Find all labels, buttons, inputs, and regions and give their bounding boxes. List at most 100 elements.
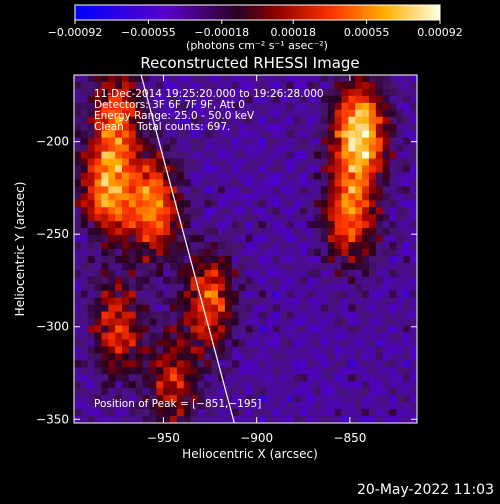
heatmap-cell bbox=[87, 102, 96, 111]
heatmap-cell bbox=[300, 158, 308, 167]
heatmap-cell bbox=[355, 346, 363, 354]
heatmap-cell bbox=[183, 325, 192, 334]
heatmap-cell bbox=[142, 249, 151, 257]
heatmap-cell bbox=[170, 360, 178, 368]
heatmap-cell bbox=[320, 249, 329, 257]
heatmap-cell bbox=[266, 172, 274, 180]
heatmap-cell bbox=[403, 151, 411, 160]
heatmap-cell bbox=[300, 332, 308, 341]
heatmap-cell bbox=[176, 123, 185, 132]
heatmap-cell bbox=[307, 235, 315, 243]
heatmap-cell bbox=[74, 388, 82, 396]
heatmap-cell bbox=[197, 235, 205, 243]
heatmap-cell bbox=[245, 262, 253, 271]
heatmap-cell bbox=[314, 158, 322, 167]
heatmap-cell bbox=[368, 228, 377, 236]
heatmap-cell bbox=[320, 151, 329, 160]
heatmap-cell bbox=[286, 109, 295, 118]
heatmap-cell bbox=[272, 172, 281, 180]
heatmap-cell bbox=[170, 179, 178, 187]
heatmap-cell bbox=[142, 381, 151, 389]
y-tick-label: −250 bbox=[36, 227, 69, 241]
heatmap-cell bbox=[211, 207, 219, 215]
heatmap-cell bbox=[156, 179, 164, 187]
heatmap-cell bbox=[355, 262, 363, 271]
heatmap-cell bbox=[382, 388, 391, 396]
heatmap-cell bbox=[286, 346, 295, 354]
heatmap-cell bbox=[314, 235, 322, 243]
heatmap-cell bbox=[218, 416, 226, 423]
heatmap-cell bbox=[128, 311, 137, 320]
heatmap-cell bbox=[293, 158, 301, 167]
heatmap-cell bbox=[348, 221, 356, 229]
heatmap-cell bbox=[286, 402, 295, 410]
heatmap-cell bbox=[231, 318, 240, 327]
heatmap-cell bbox=[410, 255, 417, 264]
heatmap-cell bbox=[80, 325, 89, 334]
heatmap-cell bbox=[135, 200, 144, 208]
heatmap-cell bbox=[307, 255, 315, 264]
heatmap-cell bbox=[341, 207, 349, 215]
heatmap-cell bbox=[94, 235, 103, 243]
heatmap-cell bbox=[245, 402, 253, 410]
heatmap-cell bbox=[80, 109, 89, 118]
heatmap-cell bbox=[286, 249, 295, 257]
heatmap-cell bbox=[231, 374, 240, 382]
heatmap-cell bbox=[368, 304, 377, 313]
heatmap-cell bbox=[300, 137, 308, 146]
heatmap-cell bbox=[410, 151, 417, 160]
heatmap-cell bbox=[176, 416, 185, 423]
heatmap-cell bbox=[156, 339, 164, 348]
heatmap-cell bbox=[300, 318, 308, 327]
heatmap-cell bbox=[74, 395, 82, 403]
heatmap-cell bbox=[320, 137, 329, 146]
heatmap-cell bbox=[327, 214, 336, 222]
heatmap-cell bbox=[314, 207, 322, 215]
heatmap-cell bbox=[170, 116, 178, 125]
heatmap-cell bbox=[252, 235, 260, 243]
heatmap-cell bbox=[396, 360, 404, 368]
heatmap-cell bbox=[74, 165, 82, 174]
heatmap-cell bbox=[375, 158, 384, 167]
heatmap-cell bbox=[115, 109, 123, 118]
heatmap-cell bbox=[204, 269, 212, 278]
heatmap-cell bbox=[355, 207, 363, 215]
heatmap-cell bbox=[355, 269, 363, 278]
heatmap-cell bbox=[183, 242, 192, 250]
heatmap-cell bbox=[410, 325, 417, 334]
heatmap-cell bbox=[122, 151, 130, 160]
heatmap-cell bbox=[259, 311, 267, 320]
heatmap-cell bbox=[300, 123, 308, 132]
heatmap-cell bbox=[238, 402, 247, 410]
heatmap-cell bbox=[204, 193, 212, 201]
heatmap-cell bbox=[115, 207, 123, 215]
heatmap-cell bbox=[279, 311, 288, 320]
heatmap-cell bbox=[403, 102, 411, 111]
heatmap-cell bbox=[101, 304, 109, 313]
heatmap-cell bbox=[307, 207, 315, 215]
heatmap-cell bbox=[224, 360, 233, 368]
heatmap-cell bbox=[348, 332, 356, 341]
heatmap-cell bbox=[341, 353, 349, 361]
heatmap-cell bbox=[355, 144, 363, 153]
heatmap-cell bbox=[128, 200, 137, 208]
heatmap-cell bbox=[396, 123, 404, 132]
heatmap-cell bbox=[231, 109, 240, 118]
heatmap-cell bbox=[307, 200, 315, 208]
heatmap-cell bbox=[218, 269, 226, 278]
heatmap-cell bbox=[101, 374, 109, 382]
heatmap-cell bbox=[300, 388, 308, 396]
heatmap-cell bbox=[149, 395, 157, 403]
heatmap-cell bbox=[122, 123, 130, 132]
heatmap-cell bbox=[252, 165, 260, 174]
heatmap-cell bbox=[410, 290, 417, 299]
heatmap-cell bbox=[293, 409, 301, 417]
heatmap-cell bbox=[341, 193, 349, 201]
heatmap-cell bbox=[293, 186, 301, 194]
heatmap-cell bbox=[375, 353, 384, 361]
heatmap-cell bbox=[382, 290, 391, 299]
heatmap-cell bbox=[211, 102, 219, 111]
heatmap-cell bbox=[128, 367, 137, 375]
heatmap-cell bbox=[231, 151, 240, 160]
heatmap-cell bbox=[362, 221, 370, 229]
